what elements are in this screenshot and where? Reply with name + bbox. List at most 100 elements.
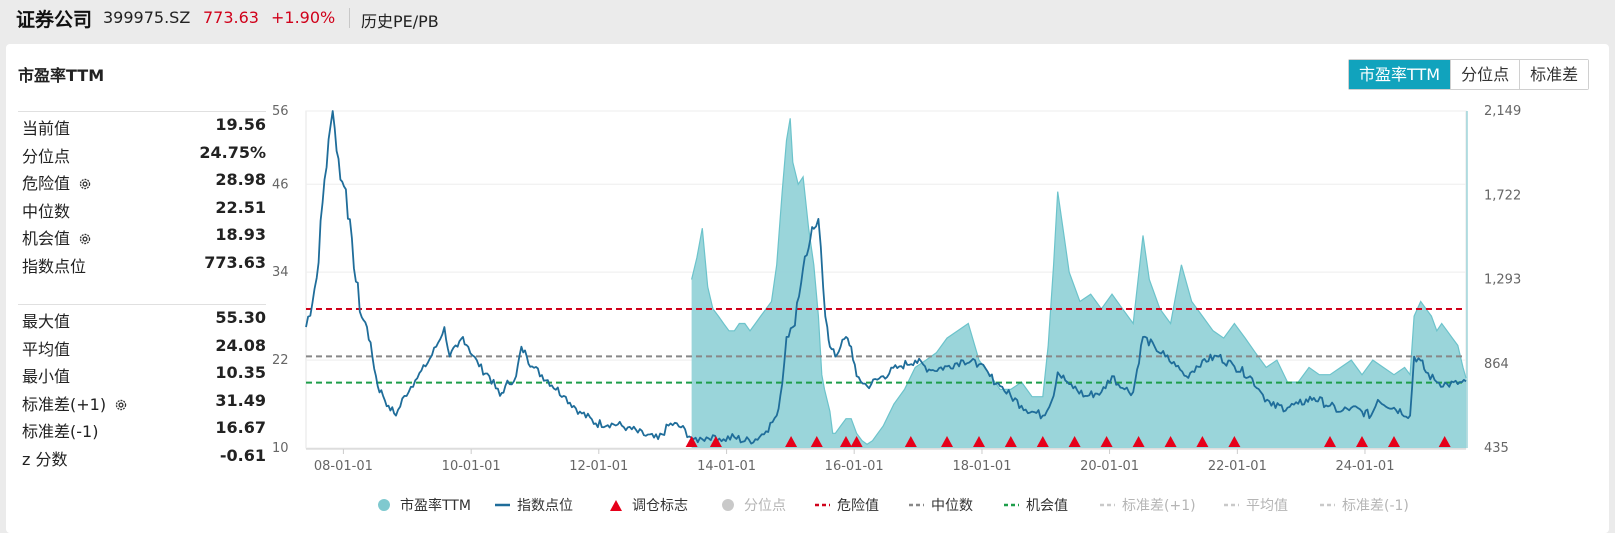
legend-item[interactable]: 中位数 <box>909 498 973 514</box>
rebalance-marker <box>1036 436 1049 447</box>
legend-item[interactable]: 标准差(-1) <box>1320 498 1409 514</box>
y-right-tick-label: 864 <box>1484 357 1509 372</box>
stat-row: 平均值 24.08 <box>18 333 266 361</box>
legend-triangle-icon <box>610 500 622 511</box>
stat-label: z 分数 <box>22 449 68 469</box>
legend-label: 平均值 <box>1246 498 1288 514</box>
legend-item[interactable]: 指数点位 <box>495 498 573 514</box>
tab-percentile[interactable]: 分位点 <box>1450 60 1520 89</box>
pe-line <box>691 118 1467 446</box>
rebalance-marker <box>850 436 863 447</box>
stat-value: 22.51 <box>215 197 266 217</box>
legend-item[interactable]: 分位点 <box>722 498 786 514</box>
gear-icon[interactable] <box>78 231 92 245</box>
y-right-tick-label: 2,149 <box>1484 104 1521 119</box>
stat-label: 危险值 <box>22 170 92 194</box>
stat-value: 55.30 <box>215 308 266 327</box>
legend-label: 中位数 <box>931 498 973 514</box>
gear-icon[interactable] <box>78 176 92 190</box>
rebalance-marker <box>972 436 985 447</box>
stat-row: 标准差(+1) 31.49 <box>18 388 266 416</box>
rebalance-marker <box>1355 436 1368 447</box>
stat-row: 标准差(-1) 16.67 <box>18 415 266 443</box>
rebalance-marker <box>941 436 954 447</box>
rebalance-marker <box>1196 436 1209 447</box>
rebalance-marker <box>1132 436 1145 447</box>
stat-row: 当前值 19.56 <box>18 112 266 140</box>
tab-std-dev[interactable]: 标准差 <box>1519 60 1589 89</box>
legend-label: 标准差(+1) <box>1122 498 1196 514</box>
stat-value: -0.61 <box>219 445 266 465</box>
rebalance-marker <box>839 436 852 447</box>
stat-label: 最大值 <box>22 312 71 331</box>
legend-item[interactable]: 机会值 <box>1004 498 1068 514</box>
y-left-tick-label: 56 <box>272 104 289 119</box>
legend-item[interactable]: 标准差(+1) <box>1100 498 1196 514</box>
index-name: 证券公司 <box>16 9 93 31</box>
legend-label: 调仓标志 <box>632 498 688 514</box>
pe-area <box>691 118 1466 449</box>
x-tick-label: 12-01-01 <box>569 459 628 474</box>
stats-divider <box>18 111 266 112</box>
rebalance-marker <box>904 436 917 447</box>
x-tick-label: 18-01-01 <box>952 459 1011 474</box>
stat-row: z 分数 -0.61 <box>18 443 266 471</box>
header-divider <box>349 8 350 28</box>
y-right-tick-label: 1,293 <box>1484 273 1521 288</box>
x-tick-label: 22-01-01 <box>1208 459 1267 474</box>
x-tick-label: 16-01-01 <box>825 459 884 474</box>
legend-label: 市盈率TTM <box>400 497 471 514</box>
rebalance-marker <box>785 436 798 447</box>
stat-value: 10.35 <box>215 363 266 382</box>
index-change: +1.90% <box>271 8 336 27</box>
stat-row: 危险值 28.98 <box>18 167 266 195</box>
history-pe-pb-link[interactable]: 历史PE/PB <box>361 12 439 31</box>
stat-label: 标准差(+1) <box>22 391 128 415</box>
x-tick-label: 24-01-01 <box>1335 459 1394 474</box>
stat-value: 16.67 <box>215 418 266 437</box>
x-tick-label: 10-01-01 <box>442 459 501 474</box>
metric-tabs: 市盈率TTM 分位点 标准差 <box>1348 59 1590 90</box>
legend-label: 指数点位 <box>517 498 573 514</box>
index-price: 773.63 <box>203 8 259 27</box>
legend-item[interactable]: 市盈率TTM <box>378 497 471 514</box>
stat-label: 标准差(-1) <box>22 422 99 441</box>
rebalance-marker <box>1324 436 1337 447</box>
stat-value: 24.75% <box>199 142 266 162</box>
rebalance-marker <box>1164 436 1177 447</box>
top-bar: 证券公司 399975.SZ 773.63 +1.90% 历史PE/PB <box>0 0 1615 44</box>
legend-label: 标准差(-1) <box>1342 498 1409 514</box>
stat-row: 指数点位 773.63 <box>18 250 266 278</box>
y-right-tick-label: 1,722 <box>1484 188 1521 203</box>
tab-pe-ttm[interactable]: 市盈率TTM <box>1349 60 1451 89</box>
y-left-tick-label: 22 <box>272 353 289 368</box>
legend-circle-icon <box>378 499 390 511</box>
stat-label: 最小值 <box>22 367 71 386</box>
index-code: 399975.SZ <box>103 8 191 27</box>
legend-item[interactable]: 调仓标志 <box>610 498 688 514</box>
stat-row: 最大值 55.30 <box>18 305 266 333</box>
stat-value: 19.56 <box>215 115 266 134</box>
y-left-tick-label: 34 <box>272 265 289 280</box>
legend-item[interactable]: 危险值 <box>815 498 879 514</box>
stat-row: 中位数 22.51 <box>18 195 266 223</box>
y-left-tick-label: 46 <box>272 177 289 192</box>
rebalance-marker <box>1100 436 1113 447</box>
rebalance-marker <box>1438 436 1451 447</box>
rebalance-marker <box>685 436 698 447</box>
rebalance-marker <box>1228 436 1241 447</box>
y-right-tick-label: 435 <box>1484 441 1509 456</box>
stat-label: 平均值 <box>22 339 71 359</box>
stats-divider <box>18 304 266 305</box>
gear-icon[interactable] <box>114 397 128 411</box>
x-tick-label: 14-01-01 <box>697 459 756 474</box>
rebalance-marker <box>1004 436 1017 447</box>
legend-item[interactable]: 平均值 <box>1224 498 1288 514</box>
stat-value: 773.63 <box>204 252 266 272</box>
index-line <box>305 110 1467 445</box>
stat-label: 分位点 <box>22 146 71 166</box>
legend-label: 危险值 <box>837 498 879 514</box>
legend-label: 机会值 <box>1026 498 1068 514</box>
rebalance-marker <box>709 436 722 447</box>
